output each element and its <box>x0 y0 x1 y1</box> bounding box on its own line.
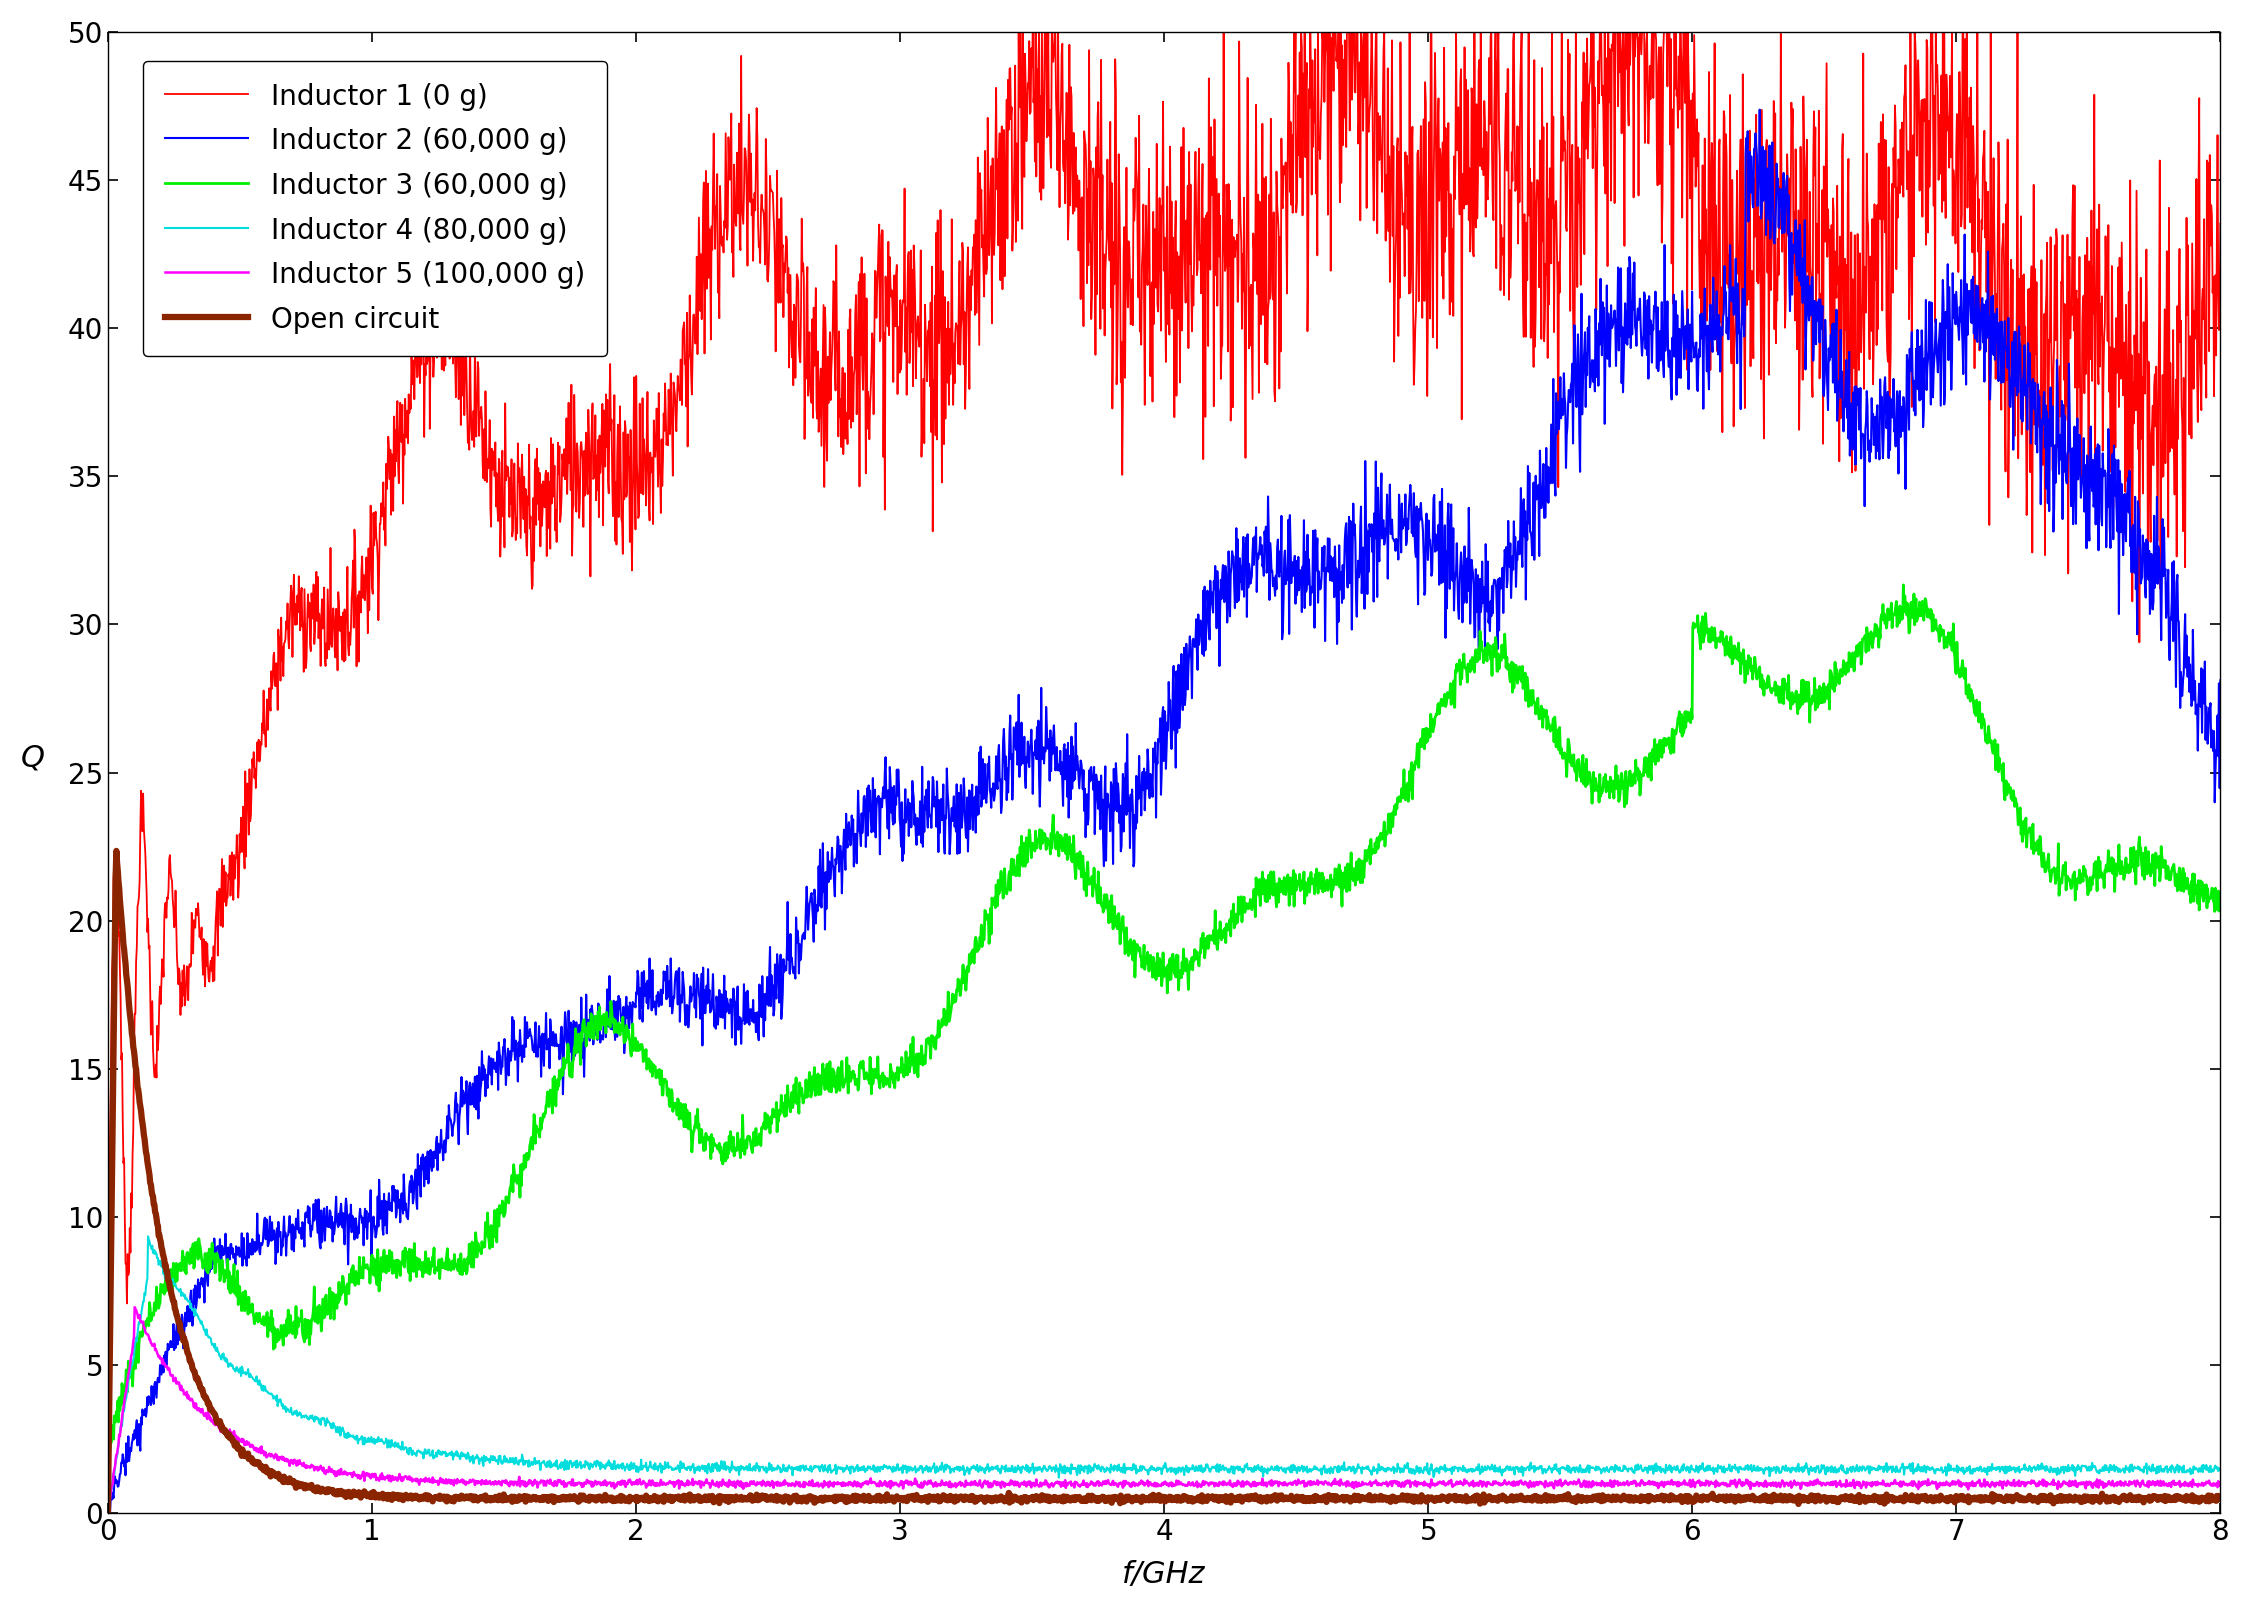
Inductor 4 (80,000 g) <box>94 1504 122 1523</box>
Inductor 5 (100,000 g) <box>997 1473 1024 1492</box>
Inductor 5 (100,000 g) <box>122 1298 148 1317</box>
Inductor 4 (80,000 g) <box>461 1449 488 1468</box>
Inductor 3 (60,000 g) <box>461 1241 488 1261</box>
Inductor 1 (0 g) <box>461 438 488 457</box>
Inductor 2 (60,000 g) <box>904 826 931 845</box>
Inductor 1 (0 g) <box>335 646 362 665</box>
Inductor 5 (100,000 g) <box>904 1476 931 1496</box>
Inductor 4 (80,000 g) <box>2207 1459 2234 1478</box>
Y-axis label: Q: Q <box>20 744 45 773</box>
Open circuit <box>2167 1488 2194 1507</box>
Inductor 2 (60,000 g) <box>1746 100 1773 119</box>
Inductor 1 (0 g) <box>1006 23 1033 42</box>
Line: Inductor 3 (60,000 g): Inductor 3 (60,000 g) <box>108 584 2221 1460</box>
Inductor 2 (60,000 g) <box>2207 671 2234 691</box>
Inductor 4 (80,000 g) <box>1940 1460 1966 1480</box>
Inductor 3 (60,000 g) <box>2207 895 2234 914</box>
Open circuit <box>904 1488 931 1507</box>
Inductor 1 (0 g) <box>997 60 1024 79</box>
Inductor 3 (60,000 g) <box>997 861 1024 881</box>
Open circuit <box>104 842 130 861</box>
Inductor 5 (100,000 g) <box>335 1463 362 1483</box>
Inductor 5 (100,000 g) <box>2167 1472 2194 1491</box>
Inductor 5 (100,000 g) <box>94 1504 122 1523</box>
Inductor 4 (80,000 g) <box>997 1459 1024 1478</box>
Inductor 3 (60,000 g) <box>1890 575 1917 594</box>
Inductor 2 (60,000 g) <box>461 1067 488 1087</box>
Inductor 3 (60,000 g) <box>1940 641 1966 660</box>
Inductor 4 (80,000 g) <box>135 1227 162 1246</box>
Inductor 3 (60,000 g) <box>335 1285 362 1304</box>
Open circuit <box>94 1504 122 1523</box>
Line: Inductor 1 (0 g): Inductor 1 (0 g) <box>108 32 2221 1373</box>
Inductor 2 (60,000 g) <box>2167 699 2194 718</box>
Inductor 2 (60,000 g) <box>997 705 1024 724</box>
Inductor 1 (0 g) <box>2207 214 2234 233</box>
Line: Inductor 4 (80,000 g): Inductor 4 (80,000 g) <box>108 1236 2221 1513</box>
Inductor 2 (60,000 g) <box>1940 264 1966 283</box>
Inductor 2 (60,000 g) <box>94 1481 122 1501</box>
Line: Inductor 2 (60,000 g): Inductor 2 (60,000 g) <box>108 109 2221 1512</box>
Open circuit <box>1940 1489 1966 1509</box>
Inductor 2 (60,000 g) <box>335 1204 362 1224</box>
Inductor 1 (0 g) <box>94 1364 122 1383</box>
Inductor 1 (0 g) <box>2167 240 2194 259</box>
Inductor 1 (0 g) <box>904 306 931 325</box>
Legend: Inductor 1 (0 g), Inductor 2 (60,000 g), Inductor 3 (60,000 g), Inductor 4 (80,0: Inductor 1 (0 g), Inductor 2 (60,000 g),… <box>144 61 608 356</box>
Line: Open circuit: Open circuit <box>108 852 2221 1513</box>
Open circuit <box>461 1488 488 1507</box>
Inductor 5 (100,000 g) <box>2207 1475 2234 1494</box>
Inductor 3 (60,000 g) <box>94 1451 122 1470</box>
Inductor 3 (60,000 g) <box>2167 858 2194 877</box>
Line: Inductor 5 (100,000 g): Inductor 5 (100,000 g) <box>108 1307 2221 1513</box>
Inductor 2 (60,000 g) <box>97 1502 124 1521</box>
Open circuit <box>335 1486 362 1505</box>
Inductor 5 (100,000 g) <box>461 1475 488 1494</box>
Inductor 1 (0 g) <box>1940 23 1966 42</box>
Inductor 5 (100,000 g) <box>1940 1475 1966 1494</box>
Inductor 4 (80,000 g) <box>335 1426 362 1446</box>
Inductor 3 (60,000 g) <box>904 1067 931 1087</box>
Open circuit <box>2207 1488 2234 1507</box>
Inductor 4 (80,000 g) <box>904 1460 931 1480</box>
Inductor 4 (80,000 g) <box>2167 1457 2194 1476</box>
X-axis label: f/GHz: f/GHz <box>1123 1560 1206 1589</box>
Open circuit <box>997 1491 1024 1510</box>
